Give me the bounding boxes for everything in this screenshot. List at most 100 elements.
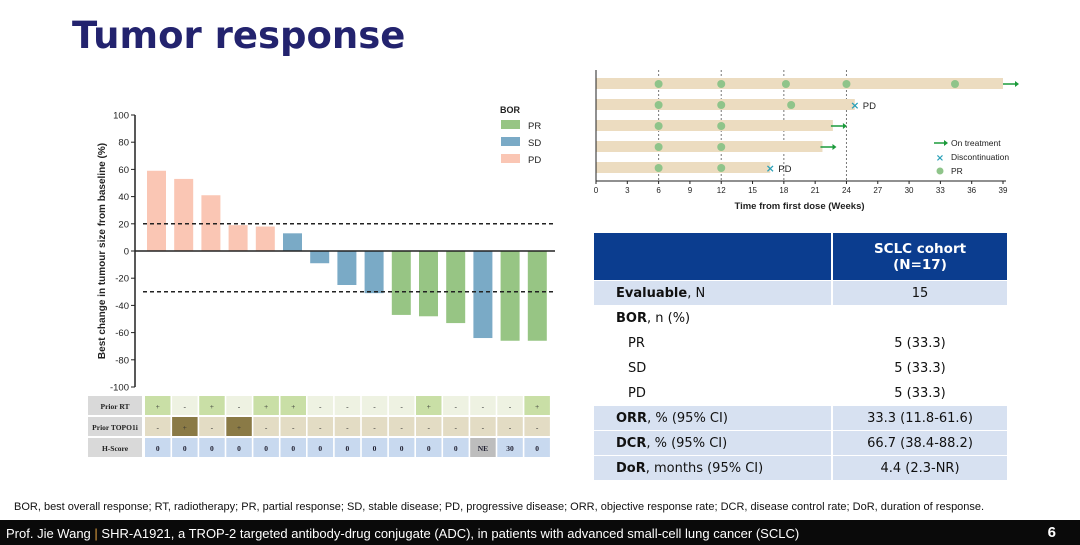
- annotation-cell: [199, 417, 225, 436]
- annotation-value: 0: [156, 444, 160, 453]
- annotation-value: -: [346, 402, 349, 411]
- annotation-value: -: [184, 402, 187, 411]
- pr-marker: [781, 80, 790, 88]
- annotation-value: 0: [400, 444, 404, 453]
- x-tick-label: 27: [873, 186, 882, 195]
- annotation-value: +: [156, 402, 160, 411]
- annotation-value: -: [292, 423, 295, 432]
- legend-swatch: [501, 154, 520, 163]
- table-row: DoR, months (95% CI) 4.4 (2.3-NR): [594, 455, 1007, 481]
- pr-marker: [842, 80, 851, 88]
- annotation-value: 0: [346, 444, 350, 453]
- annotation-value: -: [536, 423, 539, 432]
- annotation-value: 0: [237, 444, 241, 453]
- presenter: Prof. Jie Wang: [6, 526, 91, 541]
- legend-circle-icon: [936, 167, 944, 175]
- bar-sd: [473, 251, 493, 339]
- annotation-value: +: [210, 402, 214, 411]
- annotation-cell: [497, 438, 523, 457]
- bar-sd: [283, 233, 302, 251]
- annotation-cell: [172, 438, 198, 457]
- arrow-head: [842, 123, 847, 129]
- annotation-value: -: [400, 423, 403, 432]
- annotation-cell: [470, 417, 496, 436]
- pr-marker: [654, 143, 663, 151]
- row-value: 33.3 (11.8-61.6): [832, 405, 1007, 431]
- pr-marker: [654, 80, 663, 88]
- y-tick-label: 20: [118, 219, 129, 230]
- row-label: DoR, months (95% CI): [594, 455, 833, 481]
- footer-text: SHR-A1921, a TROP-2 targeted antibody-dr…: [101, 526, 800, 541]
- table-row: Evaluable, N 15: [594, 280, 1007, 306]
- bar-pd: [228, 225, 248, 251]
- row-value: 5 (33.3): [832, 380, 1007, 406]
- annotation-cell: [334, 438, 361, 457]
- x-tick-label: 36: [967, 186, 976, 195]
- bar-pd: [174, 178, 194, 251]
- annotation-cell: [253, 396, 279, 415]
- bar-pd: [255, 226, 275, 251]
- annotation-row-label-bg: [88, 438, 142, 457]
- annotation-value: 0: [454, 444, 458, 453]
- x-tick-label: 33: [936, 186, 945, 195]
- annotation-row-label-bg: [88, 417, 142, 436]
- annotation-cell: [388, 438, 415, 457]
- arrow-head: [1015, 81, 1019, 87]
- annotation-cell: [145, 396, 171, 415]
- annotation-value: -: [509, 402, 512, 411]
- annotation-cell: [416, 417, 442, 436]
- annotation-cell: [443, 438, 469, 457]
- y-tick-label: 0: [124, 247, 129, 258]
- annotation-value: -: [265, 423, 268, 432]
- bar-pr: [391, 251, 411, 315]
- annotation-value: -: [373, 423, 376, 432]
- pr-marker: [654, 122, 663, 130]
- annotation-value: -: [400, 402, 403, 411]
- annotation-value: 0: [210, 444, 214, 453]
- pr-marker: [654, 101, 663, 109]
- x-tick-label: 12: [717, 186, 726, 195]
- y-axis-label: Best change in tumour size from baseline…: [97, 143, 108, 359]
- pr-marker: [717, 122, 726, 130]
- y-tick-label: -40: [115, 301, 129, 312]
- y-tick-label: 80: [118, 138, 129, 149]
- legend-label: PR: [528, 121, 541, 132]
- x-tick-label: 3: [625, 186, 630, 195]
- row-label: BOR, n (%): [594, 305, 833, 331]
- discontinuation-marker: ×: [850, 99, 859, 112]
- bar-pr: [446, 251, 466, 324]
- annotation-value: -: [211, 423, 214, 432]
- annotation-value: -: [156, 423, 159, 432]
- footnote: BOR, best overall response; RT, radiothe…: [14, 501, 985, 513]
- row-label: PR: [594, 330, 833, 356]
- x-tick-label: 15: [748, 186, 757, 195]
- annotation-cell: [443, 396, 469, 415]
- annotation-cell: [416, 396, 442, 415]
- pr-marker: [717, 80, 726, 88]
- annotation-value: 30: [506, 444, 514, 453]
- annotation-cell: [497, 396, 523, 415]
- bar-pr: [500, 251, 520, 341]
- legend-title: BOR: [500, 105, 521, 115]
- pr-marker: [787, 101, 796, 109]
- annotation-value: -: [455, 423, 458, 432]
- legend-label: On treatment: [951, 138, 1001, 148]
- annotation-value: +: [427, 402, 431, 411]
- annotation-value: 0: [318, 444, 322, 453]
- annotation-cell: [226, 417, 252, 436]
- annotation-cell: [226, 438, 252, 457]
- annotation-cell: [145, 417, 171, 436]
- x-tick-label: 21: [811, 186, 820, 195]
- annotation-cell: [361, 396, 388, 415]
- y-tick-label: 100: [113, 111, 129, 122]
- y-tick-label: -80: [115, 355, 129, 366]
- table-header: SCLC cohort (N=17): [594, 233, 1007, 281]
- swimmer-bar: [596, 99, 855, 110]
- annotation-cell: [253, 417, 279, 436]
- slide-title: Tumor response: [72, 14, 406, 57]
- annotation-value: -: [319, 423, 322, 432]
- annotation-cell: [307, 417, 334, 436]
- annotation-value: -: [482, 402, 485, 411]
- annotation-row-label: H-Score: [102, 444, 129, 453]
- annotation-cell: [524, 396, 550, 415]
